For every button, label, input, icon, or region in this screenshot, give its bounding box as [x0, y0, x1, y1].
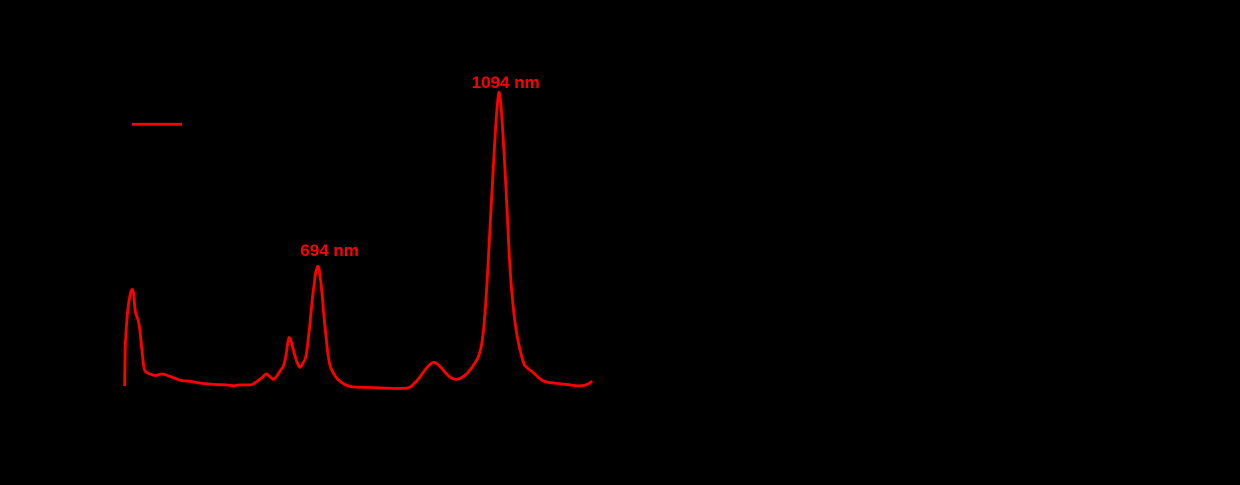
- svg-text:694 nm: 694 nm: [300, 241, 359, 260]
- svg-text:1094 nm: 1094 nm: [472, 73, 540, 92]
